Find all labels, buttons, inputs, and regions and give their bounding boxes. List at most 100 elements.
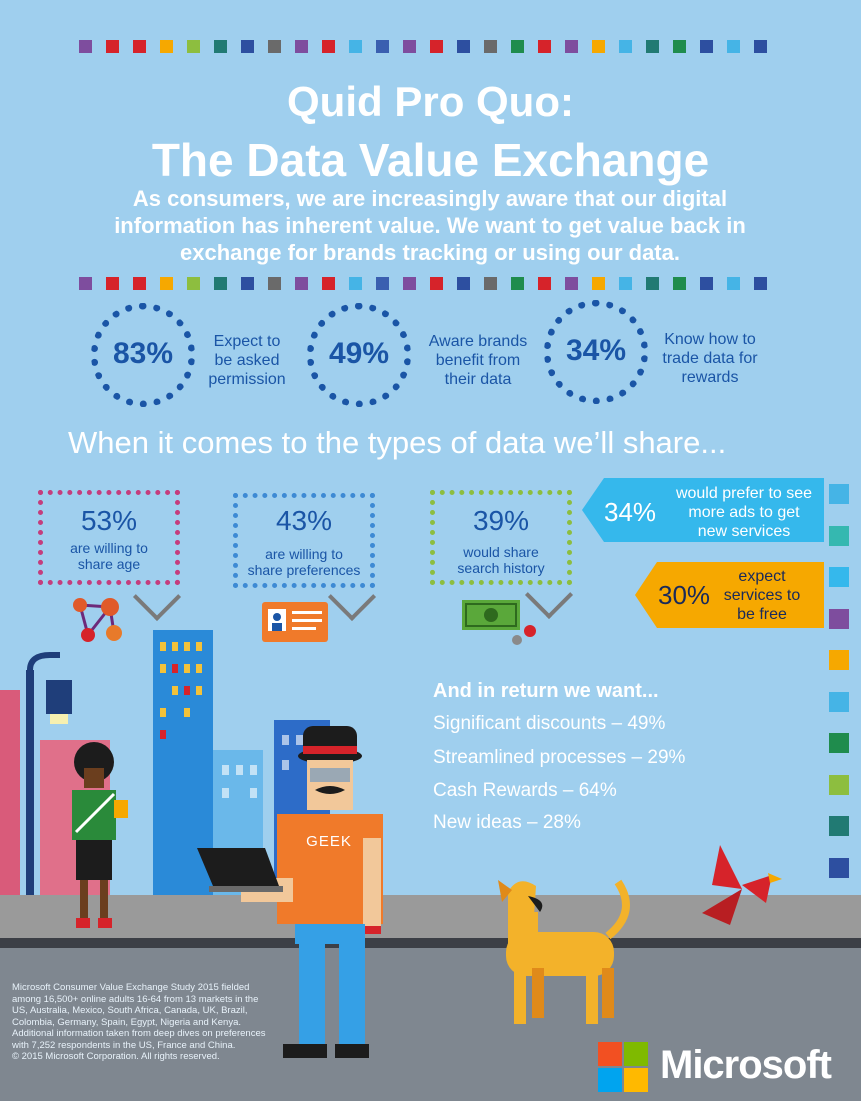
footnote-line-6: with 7,252 respondents in the US, France…	[12, 1039, 236, 1051]
callout-text-2: expect services to be free	[712, 567, 812, 624]
stat-label-3-line-1: Know how to	[664, 331, 756, 348]
color-square	[484, 40, 497, 53]
color-square	[349, 277, 362, 290]
data-bubble-1	[38, 490, 180, 585]
color-square	[646, 277, 659, 290]
color-square	[79, 277, 92, 290]
color-square	[700, 40, 713, 53]
color-square	[511, 277, 524, 290]
intro-line-2: information has inherent value. We want …	[114, 213, 746, 238]
id-card-icon	[262, 602, 328, 642]
kid-figure	[72, 742, 128, 928]
color-square	[376, 40, 389, 53]
stat-label-1-line-3: permission	[208, 371, 286, 388]
callout-value-1: 34%	[604, 497, 657, 527]
color-square-row-middle	[79, 277, 781, 290]
color-square	[79, 40, 92, 53]
color-square	[646, 40, 659, 53]
data-label-1-line-2: share age	[77, 556, 141, 572]
color-square	[241, 40, 254, 53]
color-square	[511, 40, 524, 53]
color-square	[403, 277, 416, 290]
data-label-2-line-1: are willing to	[265, 546, 343, 562]
money-icon	[462, 600, 536, 645]
color-square	[403, 40, 416, 53]
color-square	[295, 40, 308, 53]
footnote-line-4: Colombia, Germany, Spain, Egypt, Nigeria…	[12, 1016, 241, 1028]
color-square	[106, 40, 119, 53]
street-road	[0, 943, 861, 1101]
color-square	[673, 277, 686, 290]
stat-label-3-line-2: trade data for	[662, 350, 758, 367]
stat-label-2-line-2: benefit from	[435, 352, 521, 369]
callout-arrow-cyan	[582, 478, 824, 542]
callout-text-1: would prefer to see more ads to get new …	[668, 484, 820, 541]
footnote-line-7: © 2015 Microsoft Corporation. All rights…	[12, 1051, 220, 1062]
color-square	[187, 277, 200, 290]
callout-text-1-line-1: would prefer to see	[675, 485, 813, 502]
color-square	[829, 525, 849, 546]
footnote-line-3: US, Australia, Mexico, South Africa, Can…	[12, 1005, 248, 1016]
footnote-line-5: Additional information taken from deep d…	[12, 1028, 266, 1039]
microsoft-logo-icon	[598, 1042, 648, 1092]
footnote-line-2: among 16,500+ online adults 16-64 from 1…	[12, 993, 259, 1005]
stat-label-2: Aware brands benefit from their data	[422, 332, 534, 389]
data-label-1-line-1: are willing to	[70, 540, 148, 556]
data-types-heading: When it comes to the types of data we’ll…	[68, 425, 727, 460]
stat-value-1: 83%	[112, 337, 174, 370]
callout-text-1-line-2: more ads to get	[688, 504, 800, 521]
color-square	[829, 567, 849, 587]
data-value-2: 43%	[275, 505, 333, 536]
molecule-icon	[73, 598, 122, 642]
color-square	[268, 277, 281, 290]
data-bubble-3	[430, 490, 572, 585]
color-square	[268, 40, 281, 53]
color-square	[829, 608, 849, 629]
color-square	[322, 40, 335, 53]
intro-line-1: As consumers, we are increasingly aware …	[132, 186, 728, 211]
color-square	[829, 733, 849, 753]
color-square	[592, 277, 605, 290]
data-label-3-line-1: would share	[463, 544, 539, 560]
color-square	[727, 40, 740, 53]
data-label-3: would share search history	[430, 544, 572, 576]
color-square	[106, 277, 119, 290]
stat-value-3: 34%	[565, 334, 627, 367]
color-square	[829, 650, 849, 670]
color-square	[133, 40, 146, 53]
color-square	[430, 277, 443, 290]
color-square	[538, 40, 551, 53]
color-square	[457, 277, 470, 290]
want-item-4: New ideas – 28%	[433, 812, 581, 833]
wants-heading: And in return we want...	[433, 680, 659, 702]
color-square	[700, 277, 713, 290]
color-square	[376, 277, 389, 290]
color-square	[829, 774, 849, 795]
dog-illustration	[498, 879, 630, 1024]
geek-shirt-text: GEEK	[306, 833, 352, 850]
stat-label-3-line-3: rewards	[681, 369, 739, 386]
data-bubble-2	[233, 493, 375, 588]
bird-illustration	[702, 845, 782, 925]
color-square	[565, 40, 578, 53]
color-square	[484, 277, 497, 290]
data-label-3-line-2: search history	[457, 560, 545, 576]
color-square	[565, 277, 578, 290]
color-square	[322, 277, 335, 290]
stat-label-1: Expect to be asked permission	[198, 332, 296, 389]
color-square	[160, 277, 173, 290]
callout-text-2-line-2: services to	[723, 587, 801, 604]
data-label-1: are willing to share age	[38, 540, 180, 572]
color-square	[673, 40, 686, 53]
color-square	[133, 277, 146, 290]
stat-label-1-line-2: be asked	[214, 352, 280, 369]
want-item-3: Cash Rewards – 64%	[433, 780, 617, 801]
color-square	[754, 277, 767, 290]
stat-label-3: Know how to trade data for rewards	[652, 330, 768, 387]
data-label-2-line-2: share preferences	[247, 562, 361, 578]
color-square	[619, 40, 632, 53]
geek-figure	[197, 726, 383, 1058]
color-square	[295, 277, 308, 290]
callout-text-2-line-1: expect	[738, 568, 786, 585]
callout-value-2: 30%	[658, 580, 711, 610]
